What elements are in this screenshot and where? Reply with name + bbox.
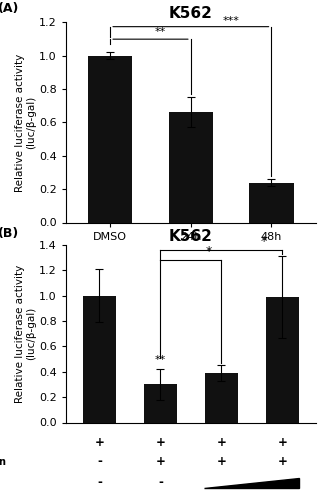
Bar [169,112,213,222]
Text: *: * [206,244,212,258]
Bar [266,297,299,422]
Text: +: + [216,436,226,448]
Bar [205,373,238,422]
Text: (B): (B) [0,227,19,240]
Bar [88,56,132,222]
Y-axis label: Relative luciferase activity
(luc/β-gal): Relative luciferase activity (luc/β-gal) [15,264,36,403]
Text: +: + [277,436,287,448]
Text: ***: *** [223,16,240,26]
Text: -: - [97,455,102,468]
Text: 30 μM hemin: 30 μM hemin [197,270,265,280]
Text: -: - [97,476,102,490]
Title: K562: K562 [169,6,213,22]
Text: 30 μM hemin: 30 μM hemin [0,456,6,466]
Text: **: ** [155,356,166,366]
Text: *: * [261,234,267,248]
Text: **: ** [155,28,166,38]
Bar [143,384,177,422]
Bar [83,296,116,422]
Text: (A): (A) [0,2,20,16]
Text: +: + [155,436,165,448]
Polygon shape [204,478,299,488]
Bar [249,182,294,222]
Text: +: + [277,455,287,468]
Text: +: + [94,436,104,448]
Text: +: + [155,455,165,468]
Y-axis label: Relative luciferase activity
(luc/β-gal): Relative luciferase activity (luc/β-gal) [15,54,36,192]
Text: +: + [216,455,226,468]
Text: -: - [158,476,163,490]
Title: K562: K562 [169,229,213,244]
